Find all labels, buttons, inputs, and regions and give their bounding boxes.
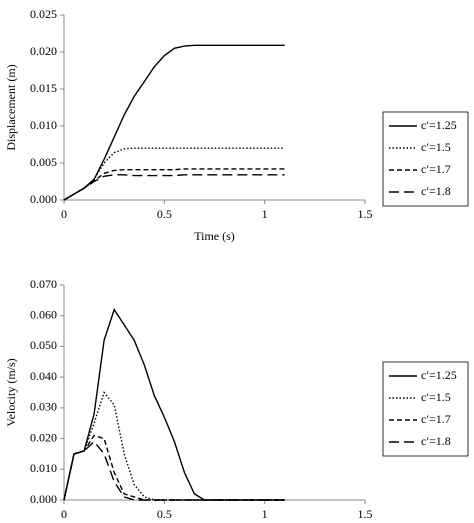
line-series (63, 147, 285, 201)
legend-label: c′=1.8 (421, 434, 451, 448)
x-tick-label: 1 (262, 507, 268, 521)
y-tick-label: 0.040 (30, 369, 57, 383)
y-tick-label: 0.030 (30, 400, 57, 414)
legend-label: c′=1.7 (421, 162, 451, 176)
y-tick-label: 0.020 (30, 430, 57, 444)
y-tick-label: 0.000 (30, 192, 57, 206)
line-series (63, 174, 285, 201)
line-series (63, 44, 285, 201)
y-tick-label: 0.010 (30, 461, 57, 475)
y-tick-label: 0.025 (30, 7, 57, 21)
x-tick-label: 0 (61, 207, 67, 221)
line-series (63, 307, 285, 501)
x-tick-label: 1 (262, 207, 268, 221)
legend-label: c′=1.5 (421, 140, 451, 154)
x-tick-label: 1.5 (358, 507, 373, 521)
legend-label: c′=1.25 (421, 118, 457, 132)
x-tick-label: 0.5 (157, 207, 172, 221)
y-axis-label: Velocity (m/s) (4, 358, 18, 426)
legend-label: c′=1.25 (421, 368, 457, 382)
y-tick-label: 0.015 (30, 81, 57, 95)
x-tick-label: 0.5 (157, 507, 172, 521)
legend-label: c′=1.5 (421, 390, 451, 404)
legend-box (382, 111, 469, 207)
legend-box (382, 361, 469, 457)
y-tick-label: 0.020 (30, 44, 57, 58)
line-series (63, 440, 285, 501)
legend-label: c′=1.8 (421, 184, 451, 198)
y-tick-label: 0.070 (30, 277, 57, 291)
y-tick-label: 0.050 (30, 338, 57, 352)
y-tick-label: 0.005 (30, 155, 57, 169)
legend-label: c′=1.7 (421, 412, 451, 426)
x-axis-label: Time (s) (194, 229, 235, 243)
y-tick-label: 0.060 (30, 307, 57, 321)
x-tick-label: 1.5 (358, 207, 373, 221)
y-tick-label: 0.000 (30, 492, 57, 506)
y-axis-label: Displacement (m) (4, 64, 18, 150)
y-tick-label: 0.010 (30, 118, 57, 132)
x-tick-label: 0 (61, 507, 67, 521)
